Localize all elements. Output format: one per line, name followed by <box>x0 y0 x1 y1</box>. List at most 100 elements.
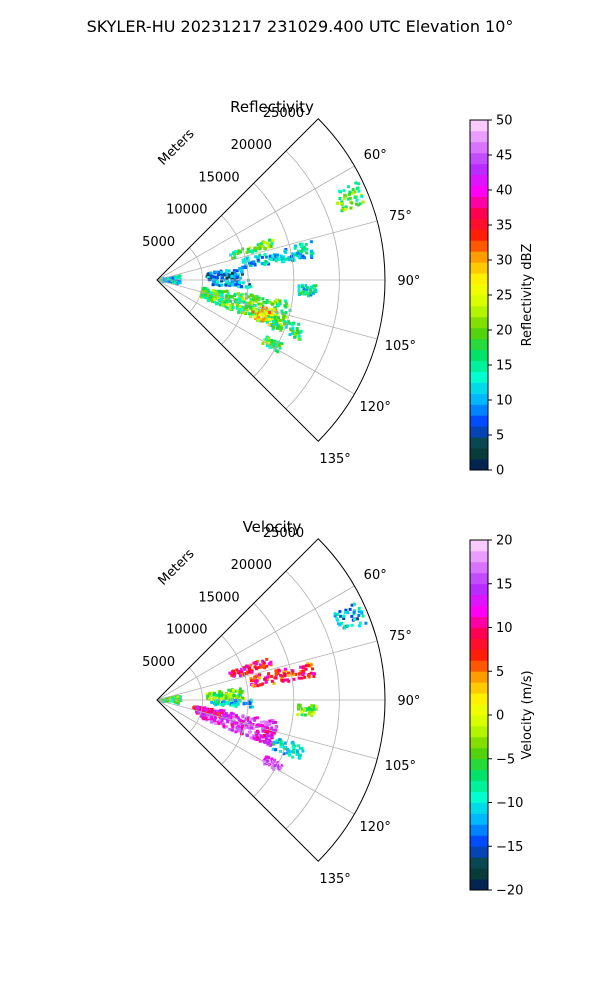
echo-gate <box>251 683 255 687</box>
echo-gate <box>218 709 222 713</box>
echo-gate <box>360 611 364 615</box>
echo-gate <box>219 697 223 701</box>
echo-gate <box>340 200 344 204</box>
echo-gate <box>258 683 262 687</box>
echo-gate <box>272 325 276 329</box>
echo-gate <box>260 720 263 724</box>
echo-gate <box>352 611 356 614</box>
echo-gate <box>202 714 206 718</box>
echo-gate <box>302 248 306 252</box>
echo-gate <box>353 618 356 621</box>
echo-gate <box>212 691 216 695</box>
echo-gate <box>228 284 232 287</box>
echo-gate <box>280 309 284 313</box>
echo-gate <box>268 254 272 258</box>
colorbar-tick-label: 15 <box>496 359 513 374</box>
echo-gate <box>249 736 253 740</box>
colorbar-tick-label: 15 <box>496 577 513 592</box>
echo-gate <box>230 673 234 677</box>
echo-region <box>262 755 283 772</box>
echo-gate <box>337 189 341 193</box>
echo-gate <box>255 736 259 740</box>
echo-gate <box>231 256 235 260</box>
colorbar-band <box>470 550 488 563</box>
echo-gate <box>206 288 210 292</box>
echo-region <box>333 602 368 630</box>
echo-gate <box>273 313 276 317</box>
echo-gate <box>251 727 255 731</box>
echo-gate <box>304 290 308 294</box>
echo-gate <box>293 246 297 250</box>
colorbar-band <box>470 426 488 438</box>
echo-gate <box>267 311 271 314</box>
echo-gate <box>251 736 255 740</box>
echo-gate <box>272 765 276 768</box>
echo-gate <box>305 286 309 290</box>
echo-gate <box>355 186 359 190</box>
echo-gate <box>210 717 214 721</box>
echo-gate <box>210 710 214 714</box>
echo-gate <box>229 689 233 693</box>
echo-gate <box>262 300 266 304</box>
radial-tick-label: 5000 <box>142 235 175 250</box>
echo-gate <box>257 308 261 312</box>
echo-gate <box>264 679 268 683</box>
echo-gate <box>204 716 208 720</box>
echo-gate <box>361 614 365 618</box>
echo-gate <box>247 730 251 734</box>
echo-gate <box>303 675 307 679</box>
echo-gate <box>288 753 291 757</box>
azimuth-tick-label: 120° <box>360 400 391 415</box>
colorbar-band <box>470 240 488 252</box>
colorbar-band <box>470 747 488 760</box>
echo-gate <box>255 738 259 741</box>
echo-gate <box>245 308 249 312</box>
echo-gate <box>197 711 201 714</box>
colorbar-tick-label: 0 <box>496 464 504 479</box>
echo-gate <box>230 711 234 715</box>
echo-gate <box>266 309 270 313</box>
echo-gate <box>297 756 301 760</box>
echo-gate <box>250 670 254 674</box>
echo-gate <box>310 712 314 716</box>
echo-gate <box>265 739 269 743</box>
echo-gate <box>216 712 220 716</box>
echo-gate <box>343 207 347 211</box>
echo-gate <box>259 734 263 738</box>
echo-gate <box>232 717 236 721</box>
echo-gate <box>176 701 180 705</box>
echo-gate <box>283 667 287 671</box>
echo-gate <box>303 256 307 260</box>
echo-gate <box>260 309 264 312</box>
colorbar-band <box>470 682 488 694</box>
echo-gate <box>239 308 243 312</box>
echo-gate <box>278 762 281 766</box>
echo-gate <box>207 295 211 299</box>
echo-gate <box>225 269 229 272</box>
echo-gate <box>211 279 215 283</box>
sector-frame <box>156 538 386 862</box>
echo-gate <box>265 678 269 681</box>
radial-tick-label: 5000 <box>142 655 175 670</box>
colorbar-band <box>470 540 488 552</box>
echo-gate <box>314 705 318 709</box>
echo-gate <box>230 279 234 283</box>
echo-gate <box>299 329 303 333</box>
echo-gate <box>248 304 252 308</box>
echo-gate <box>178 274 182 278</box>
echo-gate <box>233 256 237 260</box>
echo-gate <box>240 299 244 303</box>
colorbar-band <box>470 660 488 672</box>
polar-grid <box>156 150 385 410</box>
colorbar-band <box>470 371 488 383</box>
colorbar-band <box>470 152 488 165</box>
echo-gate <box>287 258 291 262</box>
echo-gate <box>246 259 250 263</box>
echo-gate <box>218 693 221 697</box>
echo-gate <box>215 301 219 305</box>
echo-gate <box>220 694 224 698</box>
echo-gate <box>209 275 213 279</box>
echo-gate <box>226 695 230 699</box>
echo-gate <box>302 671 306 675</box>
